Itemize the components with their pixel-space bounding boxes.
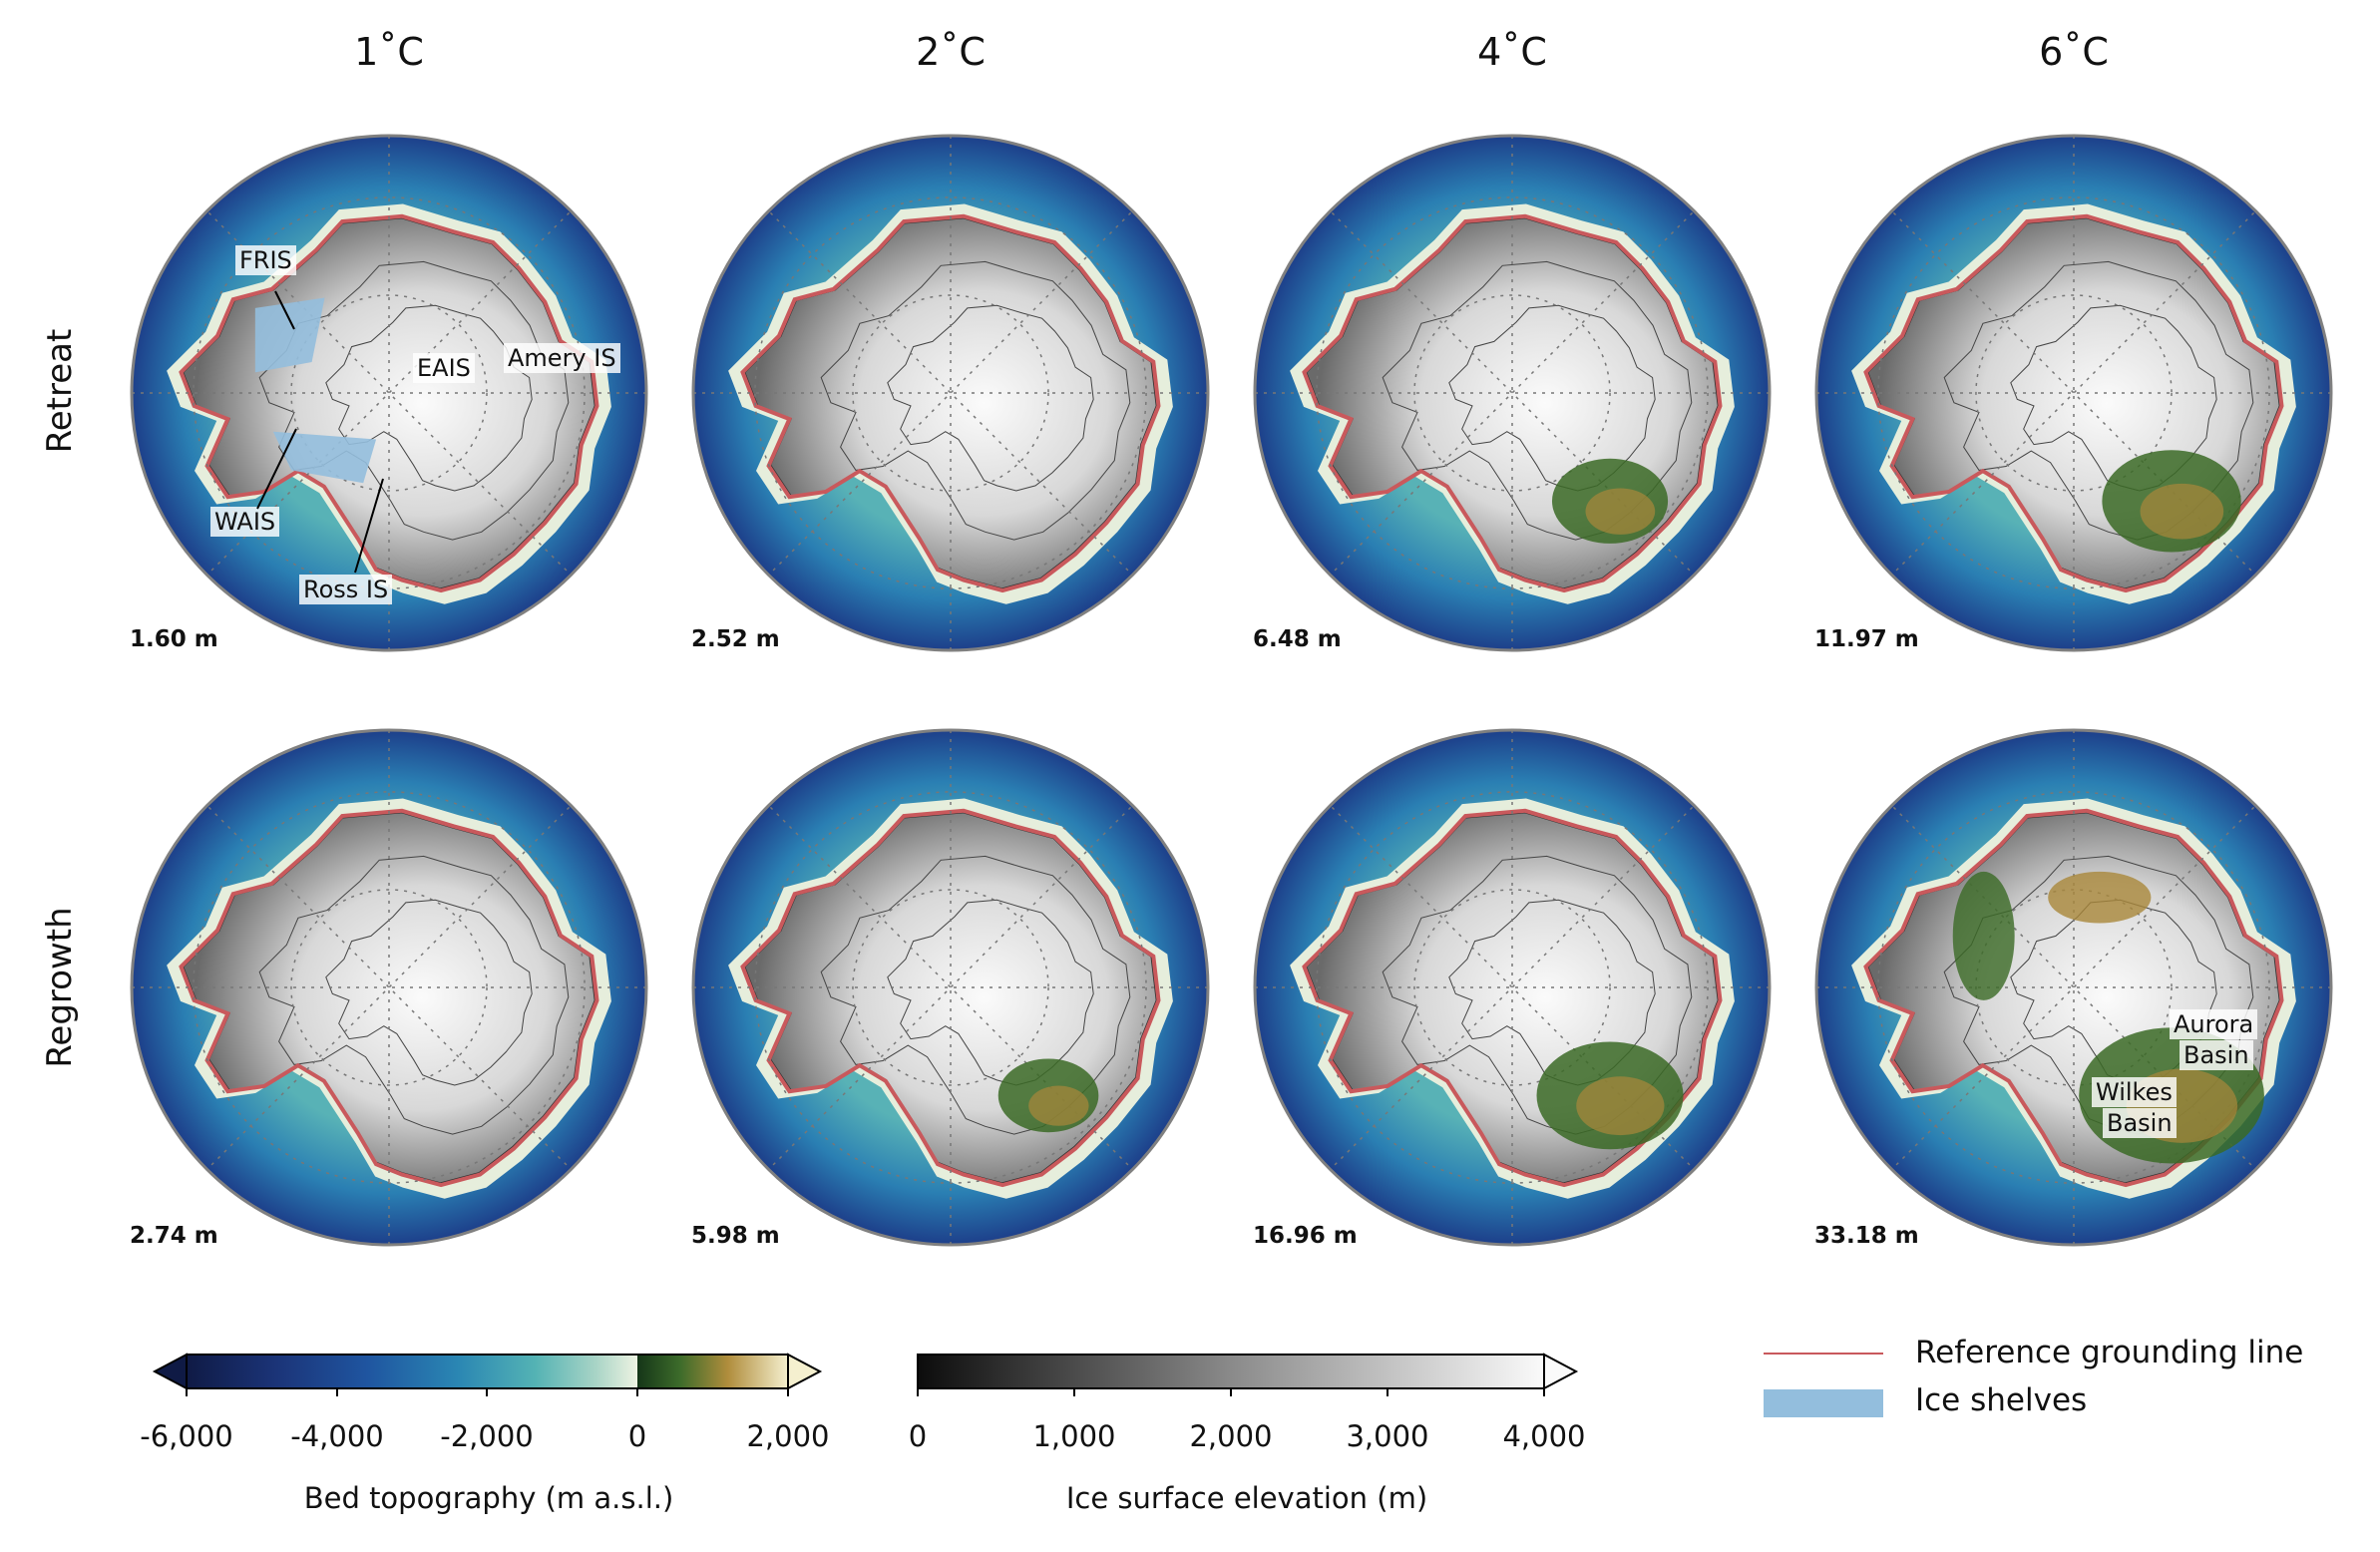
column-title-2c: 2˚C bbox=[916, 30, 986, 74]
legend-grounding-line-label: Reference grounding line bbox=[1915, 1335, 2304, 1370]
bed-tick-2: -4,000 bbox=[290, 1419, 384, 1453]
slr-retreat-4c: 6.48 m bbox=[1253, 626, 1342, 652]
legend-ice-shelves-label: Ice shelves bbox=[1915, 1382, 2088, 1418]
slr-retreat-2c: 2.52 m bbox=[691, 626, 780, 652]
label-wilkes-line1: Wilkes bbox=[2092, 1077, 2177, 1107]
ice-tick-1: 0 bbox=[908, 1419, 928, 1453]
antarctica-map-retreat-2c bbox=[691, 134, 1210, 652]
antarctica-map-retreat-4c bbox=[1253, 134, 1772, 652]
antarctica-map-regrowth-4c bbox=[1253, 728, 1772, 1247]
row-label-regrowth: Regrowth bbox=[40, 907, 80, 1068]
row-label-retreat: Retreat bbox=[40, 328, 80, 454]
ice-surface-colorbar bbox=[908, 1347, 1596, 1400]
column-title-1c: 1˚C bbox=[354, 30, 424, 74]
label-fris: FRIS bbox=[235, 245, 296, 275]
bed-topography-colorbar bbox=[150, 1347, 838, 1400]
label-amery: Amery IS bbox=[504, 343, 620, 373]
bed-colorbar-title: Bed topography (m a.s.l.) bbox=[303, 1481, 674, 1515]
label-aurora-line1: Aurora bbox=[2170, 1009, 2258, 1039]
ice-tick-3: 2,000 bbox=[1189, 1419, 1273, 1453]
ice-colorbar-title: Ice surface elevation (m) bbox=[1065, 1481, 1428, 1515]
bed-tick-5: 2,000 bbox=[746, 1419, 830, 1453]
label-wilkes-line2: Basin bbox=[2103, 1108, 2177, 1138]
ice-surface-colorbar-bar bbox=[917, 1353, 1579, 1398]
label-ross: Ross IS bbox=[299, 575, 393, 604]
antarctica-map-regrowth-2c bbox=[691, 728, 1210, 1247]
slr-regrowth-6c: 33.18 m bbox=[1814, 1223, 1919, 1249]
bed-topography-colorbar-bar bbox=[152, 1353, 823, 1398]
bed-tick-1: -6,000 bbox=[140, 1419, 233, 1453]
label-wais: WAIS bbox=[210, 507, 280, 537]
legend-grounding-line-swatch bbox=[1764, 1353, 1883, 1355]
antarctica-map-retreat-6c bbox=[1814, 134, 2333, 652]
slr-regrowth-1c: 2.74 m bbox=[130, 1223, 218, 1249]
slr-regrowth-2c: 5.98 m bbox=[691, 1223, 780, 1249]
column-title-4c: 4˚C bbox=[1477, 30, 1547, 74]
ice-tick-5: 4,000 bbox=[1502, 1419, 1586, 1453]
ice-tick-4: 3,000 bbox=[1346, 1419, 1429, 1453]
antarctica-map-regrowth-1c bbox=[130, 728, 648, 1247]
slr-regrowth-4c: 16.96 m bbox=[1253, 1223, 1358, 1249]
label-aurora-line2: Basin bbox=[2180, 1040, 2253, 1070]
antarctica-map-regrowth-6c bbox=[1814, 728, 2333, 1247]
legend-ice-shelves-swatch bbox=[1764, 1389, 1883, 1417]
label-eais: EAIS bbox=[413, 353, 475, 383]
bed-tick-3: -2,000 bbox=[440, 1419, 534, 1453]
column-title-6c: 6˚C bbox=[2039, 30, 2109, 74]
slr-retreat-6c: 11.97 m bbox=[1814, 626, 1919, 652]
bed-tick-4: 0 bbox=[627, 1419, 647, 1453]
slr-retreat-1c: 1.60 m bbox=[130, 626, 218, 652]
ice-tick-2: 1,000 bbox=[1032, 1419, 1116, 1453]
